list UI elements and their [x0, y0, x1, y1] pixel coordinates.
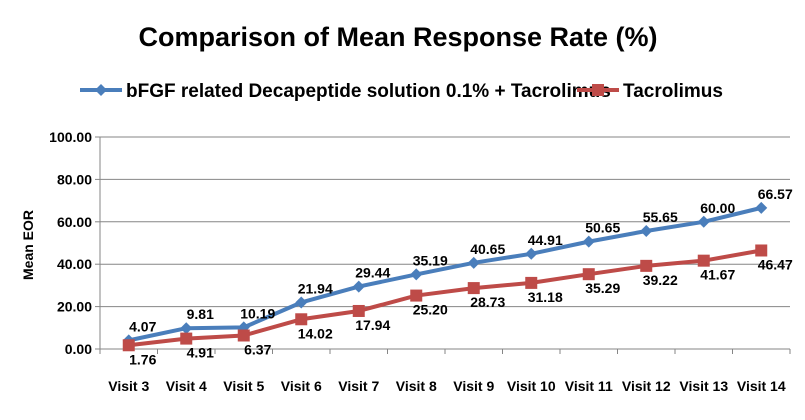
- data-point-square: [697, 254, 710, 267]
- data-label: 55.65: [643, 209, 678, 225]
- data-point-diamond: [410, 268, 423, 281]
- data-point-diamond: [467, 256, 480, 269]
- legend-marker-square: [592, 84, 604, 96]
- series-line-2: [128, 248, 762, 348]
- data-label: 28.73: [470, 294, 505, 310]
- data-label: 50.65: [585, 220, 620, 236]
- x-tick-label: Visit 5: [223, 378, 264, 394]
- data-point-square: [582, 268, 595, 281]
- data-label: 31.18: [528, 289, 563, 305]
- y-tick-label: 80.00: [57, 171, 92, 187]
- data-point-square: [755, 244, 768, 257]
- x-tick-label: Visit 3: [108, 378, 149, 394]
- series-lines: [128, 205, 762, 348]
- data-label: 25.20: [413, 302, 448, 318]
- data-label: 39.22: [643, 272, 678, 288]
- x-axis-ticks: Visit 3 Visit 4 Visit 5 Visit 6 Visit 7 Visit…: [99, 349, 791, 394]
- y-axis-ticks: 0.00 20.00 40.00 60.00 80.00 100.00: [49, 129, 100, 357]
- x-tick-label: Visit 13: [679, 378, 728, 394]
- data-point-diamond: [582, 235, 595, 248]
- legend-marker-diamond: [95, 84, 107, 96]
- y-tick-label: 20.00: [57, 299, 92, 315]
- data-point-diamond: [295, 296, 308, 309]
- x-tick-label: Visit 7: [338, 378, 379, 394]
- series-line-1: [128, 205, 762, 343]
- data-label: 40.65: [470, 241, 505, 257]
- data-label: 10.19: [240, 305, 275, 321]
- x-tick-label: Visit 10: [507, 378, 556, 394]
- data-labels: 4.07 9.81 10.19 21.94 29.44 35.19 40.65 44.91 50…: [129, 186, 793, 367]
- data-point-square: [295, 313, 308, 326]
- chart-title: Comparison of Mean Response Rate (%): [138, 22, 657, 52]
- data-point-square: [525, 276, 538, 289]
- data-point-square: [640, 259, 653, 272]
- data-point-square: [237, 329, 250, 342]
- y-tick-label: 0.00: [65, 341, 92, 357]
- data-point-diamond: [640, 225, 653, 238]
- data-point-diamond: [755, 201, 768, 214]
- x-tick-label: Visit 9: [453, 378, 494, 394]
- data-label: 60.00: [700, 200, 735, 216]
- data-label: 14.02: [298, 325, 333, 341]
- series-markers: [122, 201, 768, 352]
- x-tick-label: Visit 14: [737, 378, 786, 394]
- y-axis-title: Mean EOR: [20, 210, 36, 280]
- data-label: 4.91: [187, 345, 214, 361]
- x-tick-label: Visit 4: [166, 378, 207, 394]
- data-point-square: [352, 304, 365, 317]
- data-label: 44.91: [528, 232, 563, 248]
- data-point-diamond: [525, 247, 538, 260]
- data-label: 4.07: [129, 318, 156, 334]
- y-tick-label: 40.00: [57, 256, 92, 272]
- y-tick-label: 100.00: [49, 129, 92, 145]
- data-label: 29.44: [355, 265, 390, 281]
- data-label: 1.76: [129, 351, 156, 367]
- data-label: 6.37: [244, 341, 271, 357]
- data-label: 35.29: [585, 280, 620, 296]
- x-tick-label: Visit 6: [281, 378, 322, 394]
- data-label: 35.19: [413, 252, 448, 268]
- data-point-diamond: [352, 280, 365, 293]
- data-label: 17.94: [355, 317, 390, 333]
- x-tick-label: Visit 8: [396, 378, 437, 394]
- data-label: 41.67: [700, 267, 735, 283]
- data-point-square: [410, 289, 423, 302]
- legend-label-series-2: Tacrolimus: [623, 81, 723, 102]
- data-point-square: [180, 332, 193, 345]
- data-point-diamond: [180, 322, 193, 335]
- data-label: 9.81: [187, 306, 214, 322]
- legend: bFGF related Decapeptide solution 0.1% +…: [80, 81, 723, 102]
- data-point-square: [467, 282, 480, 295]
- data-label: 66.57: [758, 186, 793, 202]
- data-point-diamond: [697, 215, 710, 228]
- data-label: 46.47: [758, 256, 793, 272]
- data-label: 21.94: [298, 280, 333, 296]
- x-tick-label: Visit 12: [622, 378, 671, 394]
- x-tick-label: Visit 11: [565, 378, 613, 394]
- data-point-square: [122, 339, 135, 352]
- y-tick-label: 60.00: [57, 214, 92, 230]
- gridlines: [100, 136, 790, 308]
- legend-label-series-1: bFGF related Decapeptide solution 0.1% +…: [126, 81, 611, 102]
